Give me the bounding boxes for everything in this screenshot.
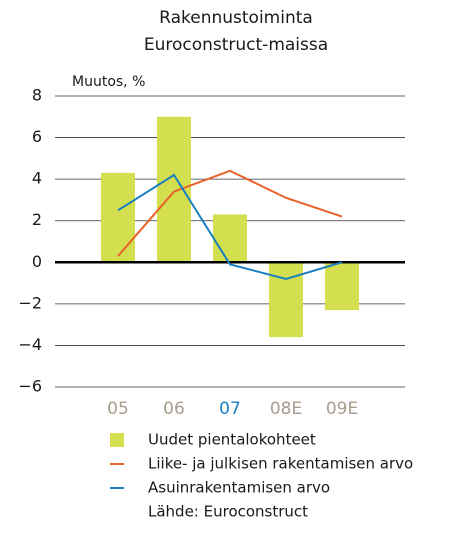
bar xyxy=(269,262,303,338)
legend-label: Asuinrakentamisen arvo xyxy=(148,479,330,497)
y-tick-label: 6 xyxy=(32,127,42,146)
legend-label: Liike- ja julkisen rakentamisen arvo xyxy=(148,455,413,473)
x-tick-label: 07 xyxy=(219,399,241,419)
x-tick-label: 08E xyxy=(270,399,302,419)
line xyxy=(117,169,343,257)
source: Lähde: Euroconstruct xyxy=(148,503,308,521)
y-tick-label: 8 xyxy=(32,86,42,105)
y-tick-label: 0 xyxy=(32,252,42,271)
line xyxy=(117,173,343,280)
chart-title: Rakennustoiminta xyxy=(159,8,313,28)
y-tick-label: −4 xyxy=(18,335,42,354)
y-tick-label: −2 xyxy=(18,293,42,312)
legend-swatch xyxy=(110,433,124,447)
y-tick-label: 2 xyxy=(32,210,42,229)
chart-title: Euroconstruct-maissa xyxy=(144,35,328,55)
bar xyxy=(157,116,191,263)
y-axis-label: Muutos, % xyxy=(72,74,145,90)
bar xyxy=(213,214,247,263)
bar xyxy=(101,172,135,263)
y-tick-label: −6 xyxy=(18,377,42,396)
x-tick-label: 05 xyxy=(107,399,129,419)
x-tick-label: 09E xyxy=(326,399,358,419)
x-tick-label: 06 xyxy=(163,399,185,419)
y-tick-label: 4 xyxy=(32,169,42,188)
bar xyxy=(325,262,359,311)
legend-label: Uudet pientalokohteet xyxy=(148,431,316,449)
